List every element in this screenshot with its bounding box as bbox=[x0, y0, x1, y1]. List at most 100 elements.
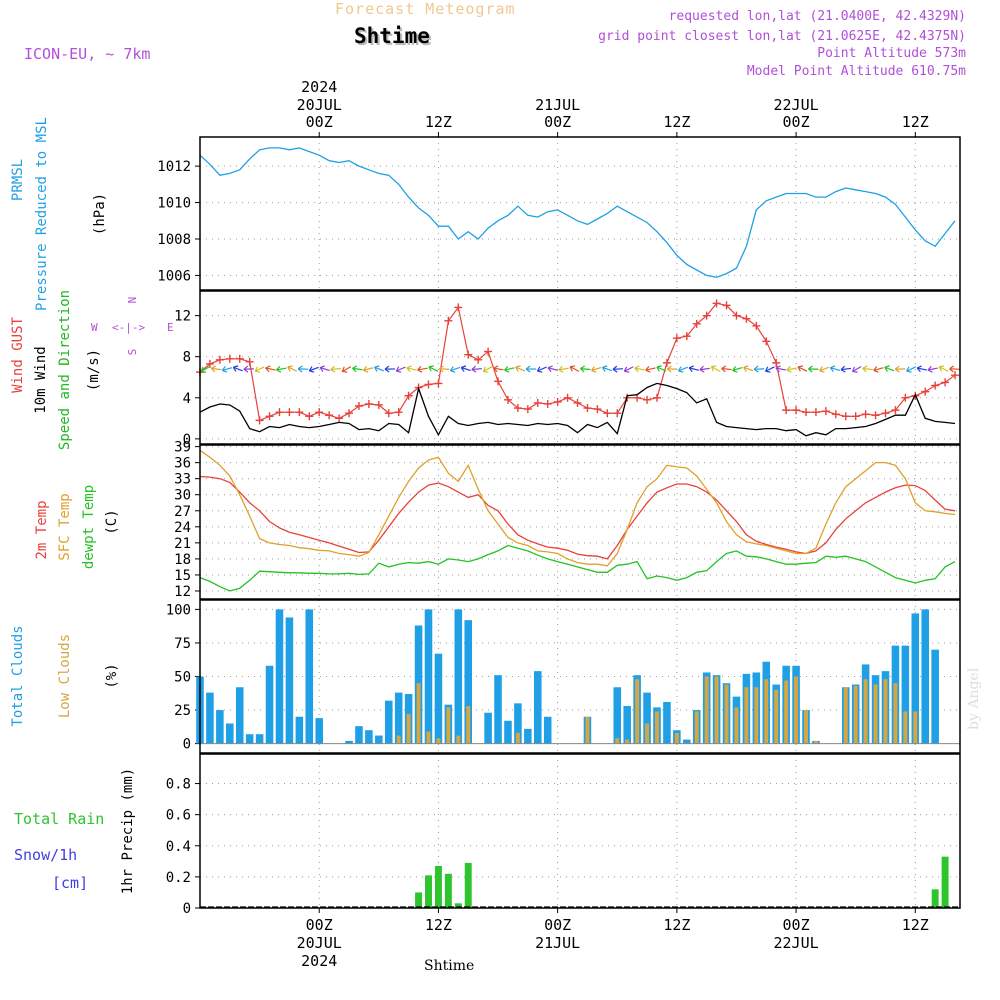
total-cloud-bar bbox=[216, 710, 224, 744]
wind-arrow-head bbox=[645, 365, 651, 373]
wind-arrow-shaft bbox=[612, 368, 624, 370]
gust-marker bbox=[652, 393, 661, 402]
low-cloud-bar bbox=[813, 740, 818, 744]
gust-marker bbox=[335, 414, 344, 423]
total-cloud-bar bbox=[384, 700, 393, 744]
wind-arrow-head bbox=[851, 366, 858, 373]
y-tick-label: 8 bbox=[183, 350, 191, 366]
wind-arrow-shaft bbox=[840, 367, 852, 371]
low-cloud-bar bbox=[754, 687, 759, 744]
wind-arrow-shaft bbox=[417, 367, 428, 371]
x-date-label-top: 20JUL bbox=[297, 96, 342, 114]
gust-marker bbox=[533, 398, 542, 407]
gust-marker bbox=[762, 337, 771, 346]
wind-arrow bbox=[721, 365, 732, 373]
wind-arrow-head bbox=[471, 365, 477, 373]
gust-marker bbox=[951, 371, 960, 380]
wind-arrow bbox=[601, 365, 613, 372]
wind-arrow bbox=[308, 366, 319, 373]
gust-marker bbox=[424, 380, 433, 389]
wind-arrow-head bbox=[601, 365, 608, 372]
low-cloud-bar bbox=[674, 732, 679, 744]
low-cloud-bar bbox=[883, 679, 888, 744]
wind-arrow-shaft bbox=[330, 367, 341, 371]
wind-arrow bbox=[547, 365, 558, 373]
gust-marker bbox=[742, 314, 751, 323]
total-cloud-bar bbox=[454, 609, 463, 744]
wind-arrow-head bbox=[634, 365, 640, 373]
wind-arrow-head bbox=[666, 365, 672, 373]
gust-marker bbox=[941, 378, 950, 387]
y-tick-label: 100 bbox=[166, 602, 191, 618]
wind-arrow-shaft bbox=[938, 366, 949, 372]
wind-arrow bbox=[352, 365, 363, 373]
total-cloud-bar bbox=[394, 692, 403, 744]
low-cloud-bar bbox=[625, 739, 630, 744]
wind-arrow-head bbox=[341, 366, 348, 373]
wind-arrow bbox=[753, 365, 765, 373]
wind-arrow-shaft bbox=[884, 366, 895, 372]
wind-arrow bbox=[938, 365, 949, 372]
wind-arrow-head bbox=[808, 365, 813, 373]
wind-arrow-shaft bbox=[634, 367, 645, 371]
low-cloud-bar bbox=[446, 707, 451, 744]
low-cloud-bar bbox=[396, 735, 401, 744]
total-cloud-bar bbox=[514, 703, 522, 744]
wind-arrow-head bbox=[721, 365, 727, 373]
wind-arrow-shaft bbox=[916, 367, 928, 371]
wind-arrow bbox=[840, 365, 852, 373]
gust-marker bbox=[921, 387, 930, 396]
gust-marker bbox=[672, 334, 681, 343]
wind-arrow-head bbox=[373, 365, 380, 372]
y-tick-label: 0 bbox=[183, 432, 191, 448]
x-tick-label-bottom: 00Z bbox=[783, 916, 810, 934]
wind-arrow bbox=[666, 365, 678, 373]
gust-marker bbox=[702, 311, 711, 320]
wind-arrow-head bbox=[525, 365, 531, 373]
wind-arrow-head bbox=[384, 365, 390, 373]
wind-arrow-shaft bbox=[265, 367, 276, 371]
wind-arrow bbox=[210, 365, 222, 373]
compass-glyph: <-|-> bbox=[112, 321, 145, 334]
y-tick-label: 1012 bbox=[157, 159, 191, 175]
wind-arrow bbox=[580, 365, 591, 373]
pressure-line bbox=[199, 147, 956, 278]
total-cloud-bar bbox=[504, 720, 512, 744]
point-altitude: Point Altitude 573m bbox=[817, 46, 966, 61]
wind-arrow-head bbox=[297, 365, 303, 373]
low-cloud-bar bbox=[804, 710, 808, 744]
wind-arrow-head bbox=[862, 365, 868, 373]
wind-arrow-shaft bbox=[645, 367, 656, 371]
wind-arrow-shaft bbox=[363, 367, 374, 371]
wind-arrow-head bbox=[308, 366, 315, 373]
wind-arrow-shaft bbox=[732, 367, 743, 372]
wind-arrow-shaft bbox=[862, 367, 873, 371]
gust-marker bbox=[821, 407, 830, 416]
wind-arrow bbox=[884, 365, 895, 372]
wind-arrow-shaft bbox=[276, 367, 287, 371]
wind-arrow-shaft bbox=[656, 366, 667, 372]
gust-marker bbox=[374, 400, 383, 409]
wind-arrow-shaft bbox=[309, 366, 319, 372]
gust-marker bbox=[245, 357, 254, 366]
wind-arrow bbox=[819, 366, 830, 373]
wind-arrow-shaft bbox=[602, 366, 613, 372]
wind-arrow-head bbox=[493, 365, 499, 373]
low-cloud-bar bbox=[873, 684, 878, 744]
wind-arrow-shaft bbox=[678, 366, 689, 372]
compass-west: W bbox=[91, 321, 98, 334]
wind-arrow bbox=[406, 365, 417, 373]
total-cloud-bar bbox=[623, 706, 631, 744]
t2m-line bbox=[199, 475, 956, 560]
wind-arrow-shaft bbox=[319, 367, 330, 372]
x-year-label-top: 2024 bbox=[301, 78, 337, 96]
wind-arrow-head bbox=[873, 366, 879, 373]
gust-marker bbox=[712, 299, 721, 308]
rain-bar bbox=[415, 892, 423, 908]
wind-arrow-shaft bbox=[428, 366, 439, 372]
gust-marker bbox=[563, 393, 572, 402]
wind-arrow bbox=[243, 365, 254, 373]
wind-arrow-shaft bbox=[450, 366, 461, 372]
y-tick-label: 50 bbox=[174, 670, 191, 686]
